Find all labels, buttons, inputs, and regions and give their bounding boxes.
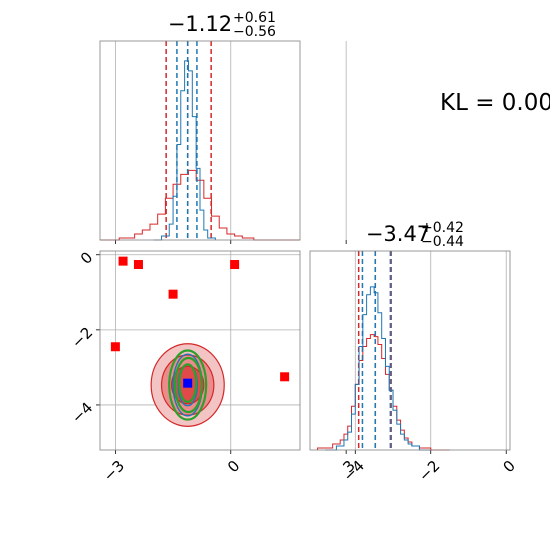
marginal-y-title: −3.47 <box>366 222 430 246</box>
panel-frame <box>99 40 301 241</box>
marginal-x-title-lower: −0.56 <box>233 24 276 40</box>
marginal-y-title-upper: +0.42 <box>421 220 464 236</box>
y-tick-label: −2 <box>68 323 96 351</box>
histogram-blue <box>325 286 431 451</box>
green-contour <box>178 363 198 404</box>
x-tick-label: −2 <box>415 457 443 485</box>
panel-joint: −3 0 3 0−2−4 <box>68 248 359 485</box>
green-contour <box>168 349 208 421</box>
panel-marginal-x: −1.12 +0.61 −0.56 <box>99 10 347 244</box>
red-square-marker <box>133 260 143 270</box>
y-tick-label: −4 <box>68 399 96 427</box>
blue-square-marker <box>183 378 193 388</box>
x-tick-label: −3 <box>100 457 128 485</box>
histogram-blue <box>153 60 216 241</box>
red-square-marker <box>168 289 178 299</box>
red-square-marker <box>280 372 290 382</box>
x-tick-label: 0 <box>224 457 243 476</box>
y-tick-label: 0 <box>77 248 96 267</box>
marginal-x-title: −1.12 <box>168 12 232 36</box>
green-contour <box>173 356 204 414</box>
red-square-marker <box>110 342 120 352</box>
panel-marginal-y: −4 −2 0 −3.47 +0.42 −0.44 <box>309 220 519 485</box>
red-square-marker <box>118 256 128 266</box>
marginal-x-title-upper: +0.61 <box>233 10 276 26</box>
panel-frame <box>99 250 301 451</box>
marginal-y-title-lower: −0.44 <box>421 234 464 250</box>
red-square-marker <box>230 260 240 270</box>
panel-frame <box>309 250 511 451</box>
histogram-red <box>100 169 300 241</box>
kl-annotation: KL = 0.00 <box>440 90 550 116</box>
x-tick-label: 0 <box>499 457 518 476</box>
